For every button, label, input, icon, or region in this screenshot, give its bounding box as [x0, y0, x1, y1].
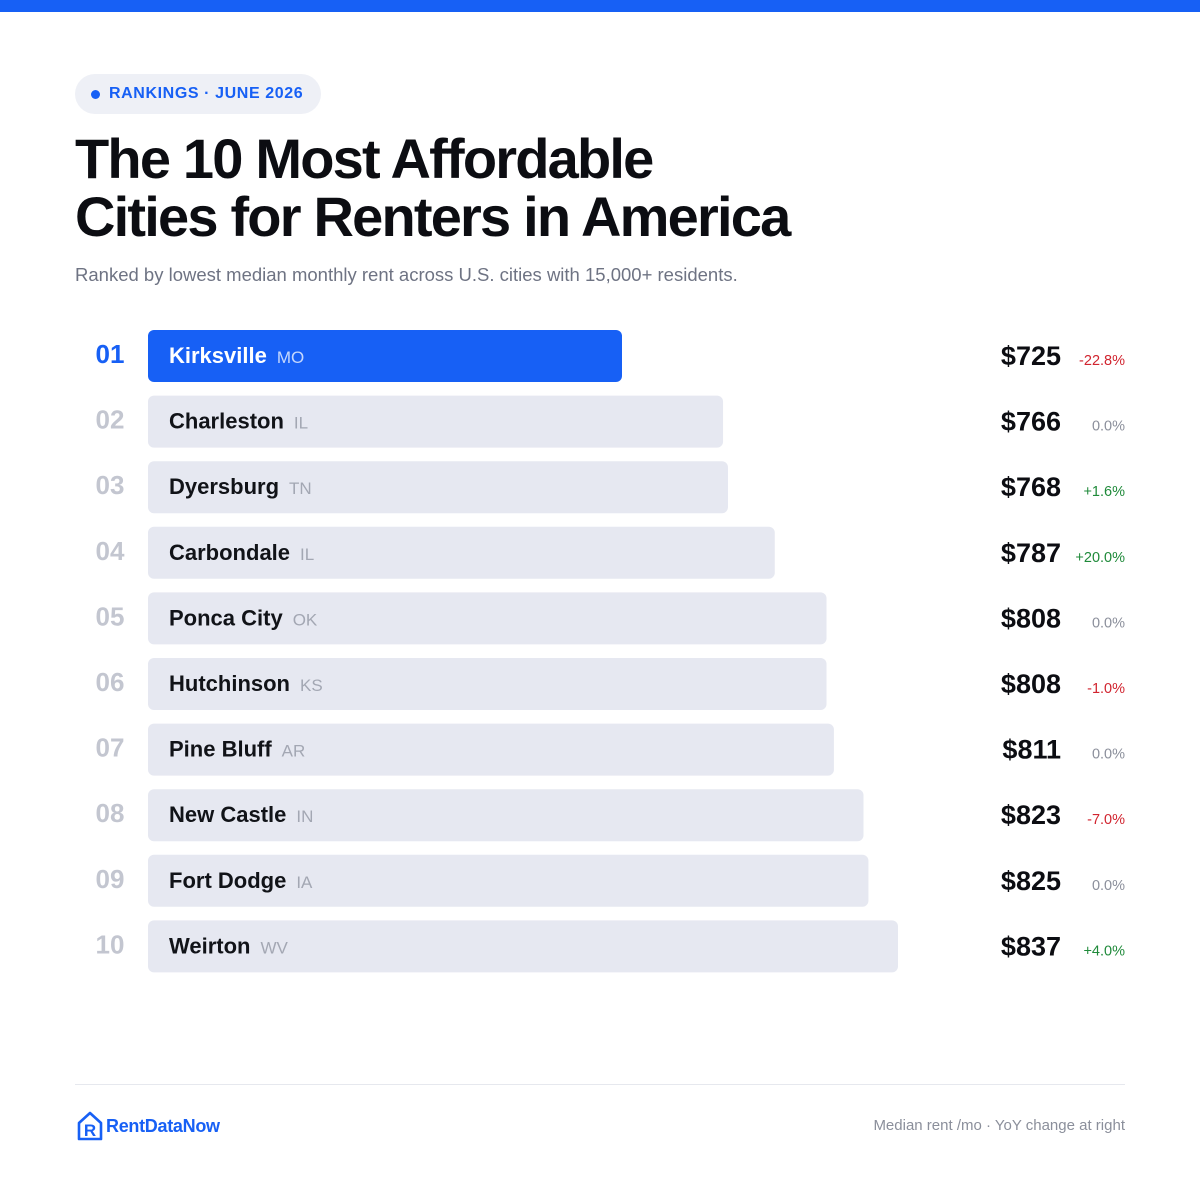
- rent-bar: [148, 395, 724, 448]
- house-r-logo-icon: R: [77, 1111, 103, 1141]
- city-label: Charleston IL: [169, 409, 308, 434]
- rent-bar: [148, 461, 728, 514]
- rank-label: 05: [96, 601, 125, 631]
- footer-note: Median rent /mo · YoY change at right: [873, 1117, 1125, 1134]
- yoy-change-label: 0.0%: [1092, 419, 1125, 435]
- city-name: Charleston: [169, 409, 284, 434]
- rank-label: 08: [96, 798, 125, 828]
- state-abbr: MO: [277, 348, 304, 367]
- rent-bar: [148, 854, 869, 907]
- top-accent-bar: [0, 0, 1200, 12]
- state-abbr: IA: [296, 873, 313, 892]
- rent-value-label: $837: [1001, 931, 1061, 961]
- city-name: Pine Bluff: [169, 737, 272, 762]
- page-title: The 10 Most Affordable Cities for Renter…: [75, 130, 1125, 246]
- rent-bar: [148, 592, 827, 645]
- city-label: Carbondale IL: [169, 540, 314, 565]
- city-name: Weirton: [169, 933, 250, 958]
- state-abbr: WV: [260, 938, 288, 957]
- rank-label: 06: [96, 667, 125, 697]
- rank-label: 07: [96, 733, 125, 763]
- yoy-change-label: +4.0%: [1083, 943, 1125, 959]
- city-name: Fort Dodge: [169, 868, 286, 893]
- rank-label: 03: [96, 470, 125, 500]
- city-name: New Castle: [169, 802, 286, 827]
- rank-label: 02: [96, 405, 125, 435]
- city-name: Ponca City: [169, 605, 283, 630]
- state-abbr: AR: [282, 742, 306, 761]
- yoy-change-label: -22.8%: [1079, 353, 1125, 369]
- rent-value-label: $823: [1001, 800, 1061, 830]
- state-abbr: IL: [294, 414, 308, 433]
- yoy-change-label: -1.0%: [1087, 681, 1125, 697]
- yoy-change-label: +1.6%: [1083, 484, 1125, 500]
- footer-divider: [75, 1084, 1125, 1085]
- rank-label: 01: [96, 339, 125, 369]
- rent-value-label: $811: [1002, 735, 1061, 765]
- rent-bar: [148, 723, 834, 776]
- rent-bar: [148, 789, 864, 842]
- yoy-change-label: +20.0%: [1075, 550, 1125, 566]
- state-abbr: IN: [296, 807, 313, 826]
- city-label: Fort Dodge IA: [169, 868, 313, 893]
- badge-label: RANKINGS · JUNE 2026: [109, 85, 304, 102]
- yoy-change-label: -7.0%: [1087, 812, 1125, 828]
- rent-value-label: $787: [1001, 538, 1061, 568]
- title-line-1: The 10 Most Affordable: [75, 127, 654, 190]
- city-label: New Castle IN: [169, 802, 313, 827]
- city-label: Weirton WV: [169, 933, 289, 958]
- rent-bar: [148, 526, 775, 579]
- rank-label: 10: [96, 929, 125, 959]
- svg-text:R: R: [84, 1121, 96, 1140]
- brand-logo: R RentDataNow: [77, 1111, 220, 1141]
- rent-value-label: $725: [1001, 341, 1061, 371]
- rank-label: 04: [96, 536, 125, 566]
- category-badge: RANKINGS · JUNE 2026: [75, 74, 322, 114]
- rent-bar: [148, 658, 827, 710]
- yoy-change-label: 0.0%: [1092, 747, 1125, 763]
- city-label: Dyersburg TN: [169, 474, 312, 499]
- rent-bar: [148, 330, 622, 382]
- state-abbr: KS: [300, 676, 323, 695]
- brand-name: RentDataNow: [106, 1115, 220, 1136]
- rent-value-label: $825: [1001, 866, 1061, 896]
- rent-value-label: $808: [1001, 603, 1061, 633]
- city-label: Pine Bluff AR: [169, 737, 305, 762]
- city-label: Hutchinson KS: [169, 671, 323, 696]
- state-abbr: IL: [300, 545, 314, 564]
- rent-value-label: $768: [1001, 472, 1061, 502]
- badge-dot-icon: [91, 89, 100, 99]
- state-abbr: TN: [289, 479, 312, 498]
- rent-value-label: $766: [1001, 407, 1061, 437]
- page-subtitle: Ranked by lowest median monthly rent acr…: [75, 264, 738, 285]
- title-line-2: Cities for Renters in America: [75, 185, 791, 248]
- city-name: Kirksville: [169, 343, 267, 368]
- city-label: Ponca City OK: [169, 605, 318, 630]
- city-name: Dyersburg: [169, 474, 279, 499]
- city-name: Hutchinson: [169, 671, 290, 696]
- city-label: Kirksville MO: [169, 343, 304, 368]
- rent-value-label: $808: [1001, 669, 1061, 699]
- yoy-change-label: 0.0%: [1092, 615, 1125, 631]
- rank-label: 09: [96, 864, 125, 894]
- yoy-change-label: 0.0%: [1092, 878, 1125, 894]
- state-abbr: OK: [293, 610, 318, 629]
- city-name: Carbondale: [169, 540, 290, 565]
- rent-bar: [148, 920, 898, 973]
